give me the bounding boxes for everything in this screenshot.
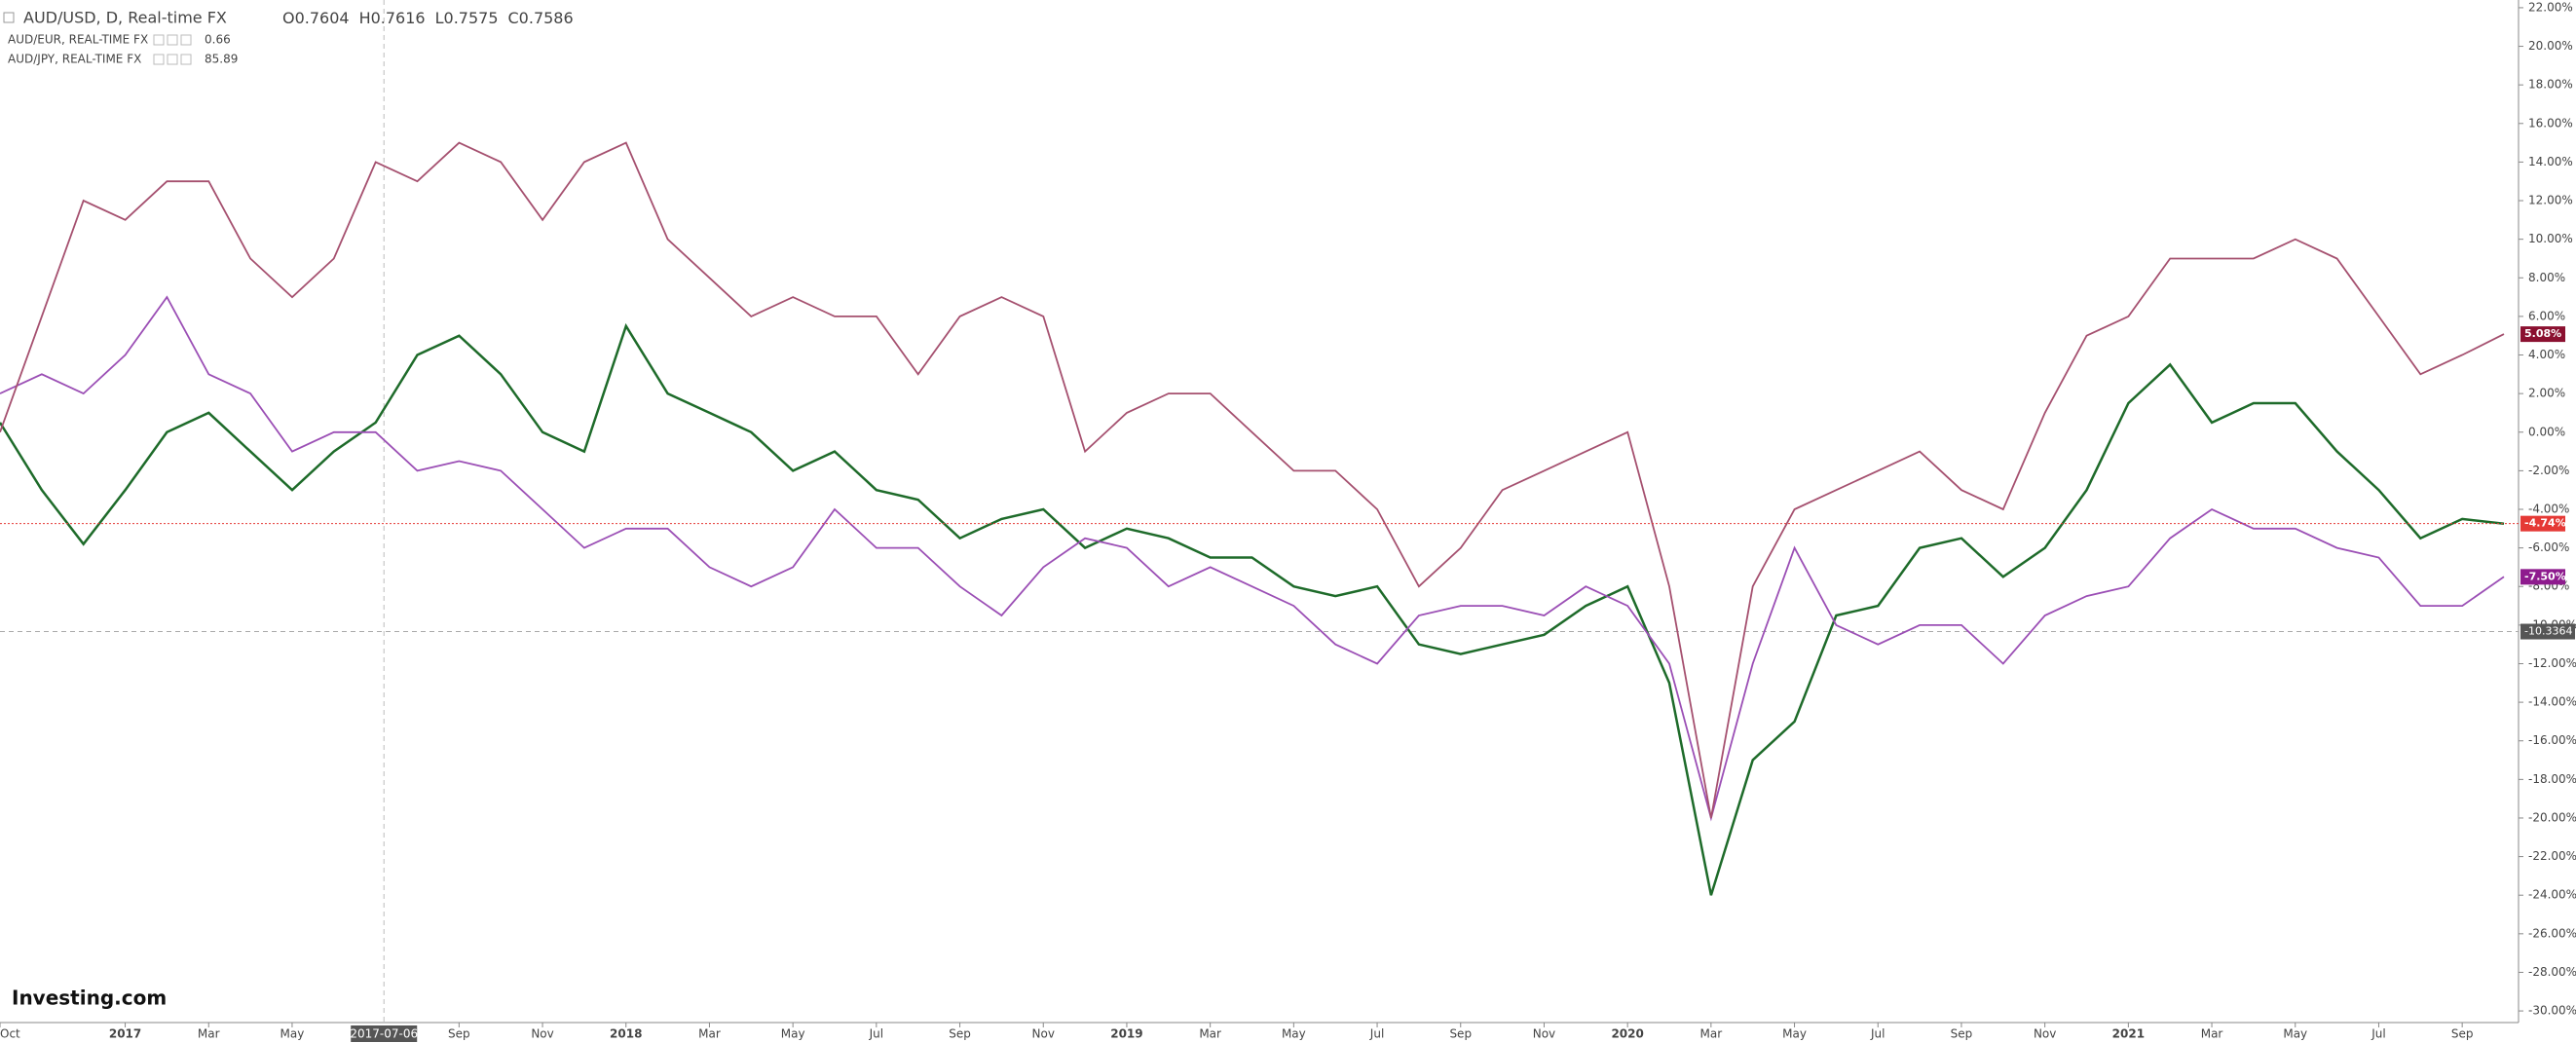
y-tick-label: -6.00% [2528,540,2569,554]
series-line [0,322,2505,896]
legend-icon [180,54,192,65]
x-tick-label: May [781,1027,805,1041]
value-badge-label: 5.08% [2524,327,2561,340]
x-tick-label: May [280,1027,305,1041]
series-line [0,295,2505,822]
y-tick-label: -16.00% [2528,733,2576,747]
y-tick-label: 10.00% [2528,232,2573,245]
y-tick-label: 4.00% [2528,348,2565,361]
x-tick-label: Jul [869,1027,883,1041]
value-badge [2520,515,2565,532]
x-tick-label: May [1782,1027,1807,1041]
legend-icon [167,34,178,46]
legend-name: AUD/JPY, REAL-TIME FX [8,53,141,66]
x-tick-label: Nov [531,1027,553,1041]
chart-title: AUD/USD, D, Real-time FX [23,9,227,27]
value-badge [2520,326,2565,343]
x-tick-label: Sep [949,1027,971,1041]
collapse-icon[interactable] [3,12,15,23]
x-tick-label: Mar [198,1027,220,1041]
y-tick-label: -4.00% [2528,503,2569,516]
legend-icon [153,54,165,65]
series-line [0,141,2505,819]
crosshair-x-badge [351,1025,418,1042]
x-tick-label: Mar [1199,1027,1221,1041]
x-tick-label: Jul [2371,1027,2385,1041]
y-tick-label: -12.00% [2528,656,2576,670]
y-tick-label: 14.00% [2528,155,2573,168]
ohlc-value: O0.7604 [282,9,350,27]
x-tick-label: Nov [2034,1027,2056,1041]
value-badge-label: -4.74% [2524,517,2566,530]
crosshair-y-badge [2520,623,2575,640]
ohlc-value: H0.7616 [359,9,426,27]
x-tick-label: Sep [1951,1027,1973,1041]
x-tick-label: 2021 [2112,1027,2145,1041]
y-tick-label: -30.00% [2528,1004,2576,1018]
y-tick-label: 18.00% [2528,78,2573,92]
y-tick-label: 2.00% [2528,387,2565,400]
y-tick-label: -2.00% [2528,464,2569,477]
legend-icon [167,54,178,65]
ohlc-value: L0.7575 [435,9,499,27]
y-tick-label: -18.00% [2528,772,2576,786]
x-tick-label: Sep [2451,1027,2474,1041]
x-tick-label: 2017 [109,1027,141,1041]
crosshair-x-label: 2017-07-06 [350,1027,418,1041]
ohlc: O0.7604 H0.7616 L0.7575 C0.7586 [282,9,574,27]
y-tick-label: 22.00% [2528,0,2573,14]
legend-icon [180,34,192,46]
y-tick-label: 0.00% [2528,425,2565,438]
x-tick-label: Jul [1369,1027,1384,1041]
value-badge-label: -7.50% [2524,570,2566,582]
x-tick-label: Jul [1870,1027,1885,1041]
x-tick-label: 2018 [610,1027,642,1041]
x-tick-label: May [1282,1027,1306,1041]
x-tick-label: Mar [1700,1027,1723,1041]
value-badge [2520,569,2565,585]
y-tick-label: 8.00% [2528,271,2565,284]
x-tick-label: Nov [1533,1027,1555,1041]
ohlc-value: C0.7586 [508,9,574,27]
x-tick-label: Mar [2201,1027,2223,1041]
crosshair-y-label: -10.3364 [2524,625,2572,638]
x-tick-label: Mar [698,1027,721,1041]
x-tick-label: May [2283,1027,2307,1041]
y-tick-label: 20.00% [2528,39,2573,53]
legend-price: 85.89 [205,53,238,66]
y-tick-label: -24.00% [2528,888,2576,902]
y-tick-label: 12.00% [2528,194,2573,207]
legend-name: AUD/EUR, REAL-TIME FX [8,33,148,47]
y-tick-label: -20.00% [2528,810,2576,824]
logo: Investing.com [12,987,167,1010]
y-tick-label: 16.00% [2528,116,2573,130]
x-tick-label: Oct [0,1027,20,1041]
x-tick-label: 2020 [1611,1027,1643,1041]
y-tick-label: -14.00% [2528,695,2576,709]
x-tick-label: Sep [448,1027,470,1041]
y-tick-label: -26.00% [2528,926,2576,940]
legend-icon [153,34,165,46]
y-tick-label: 6.00% [2528,309,2565,322]
legend-price: 0.66 [205,33,231,47]
y-tick-label: -28.00% [2528,965,2576,979]
y-tick-label: -22.00% [2528,849,2576,863]
x-tick-label: Nov [1032,1027,1055,1041]
x-tick-label: 2019 [1110,1027,1142,1041]
x-tick-label: Sep [1449,1027,1472,1041]
